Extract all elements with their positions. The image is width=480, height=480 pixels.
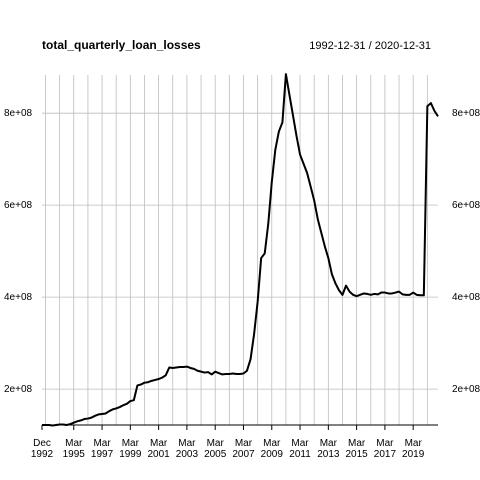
x-tick-label: Mar 2001 xyxy=(148,438,171,460)
x-tick-label: Mar 1997 xyxy=(91,438,114,460)
y-tick-label: 2e+08 xyxy=(4,384,33,395)
x-tick-label: Mar 1999 xyxy=(119,438,142,460)
y-tick-label-right: 4e+08 xyxy=(452,292,480,303)
y-tick-label: 6e+08 xyxy=(4,200,33,211)
x-tick-label: Mar 2017 xyxy=(374,438,397,460)
x-tick-label: Dec 1992 xyxy=(31,438,54,460)
x-tick-label: Mar 2009 xyxy=(261,438,284,460)
y-tick-label-right: 6e+08 xyxy=(452,200,480,211)
series-line xyxy=(42,73,439,427)
x-tick-label: Mar 2019 xyxy=(402,438,425,460)
y-tick-label: 8e+08 xyxy=(4,108,33,119)
x-tick-label: Mar 1995 xyxy=(63,438,86,460)
x-tick-label: Mar 2003 xyxy=(176,438,199,460)
x-tick-label: Mar 2013 xyxy=(317,438,340,460)
y-tick-label-right: 2e+08 xyxy=(452,384,480,395)
x-tick-label: Mar 2015 xyxy=(345,438,368,460)
chart-title: total_quarterly_loan_losses xyxy=(42,38,201,52)
chart-subtitle: 1992-12-31 / 2020-12-31 xyxy=(309,40,431,52)
x-tick-label: Mar 2011 xyxy=(289,438,311,460)
y-tick-label-right: 8e+08 xyxy=(452,108,480,119)
x-tick-label: Mar 2007 xyxy=(232,438,255,460)
y-tick-label: 4e+08 xyxy=(4,292,33,303)
x-tick-label: Mar 2005 xyxy=(204,438,227,460)
